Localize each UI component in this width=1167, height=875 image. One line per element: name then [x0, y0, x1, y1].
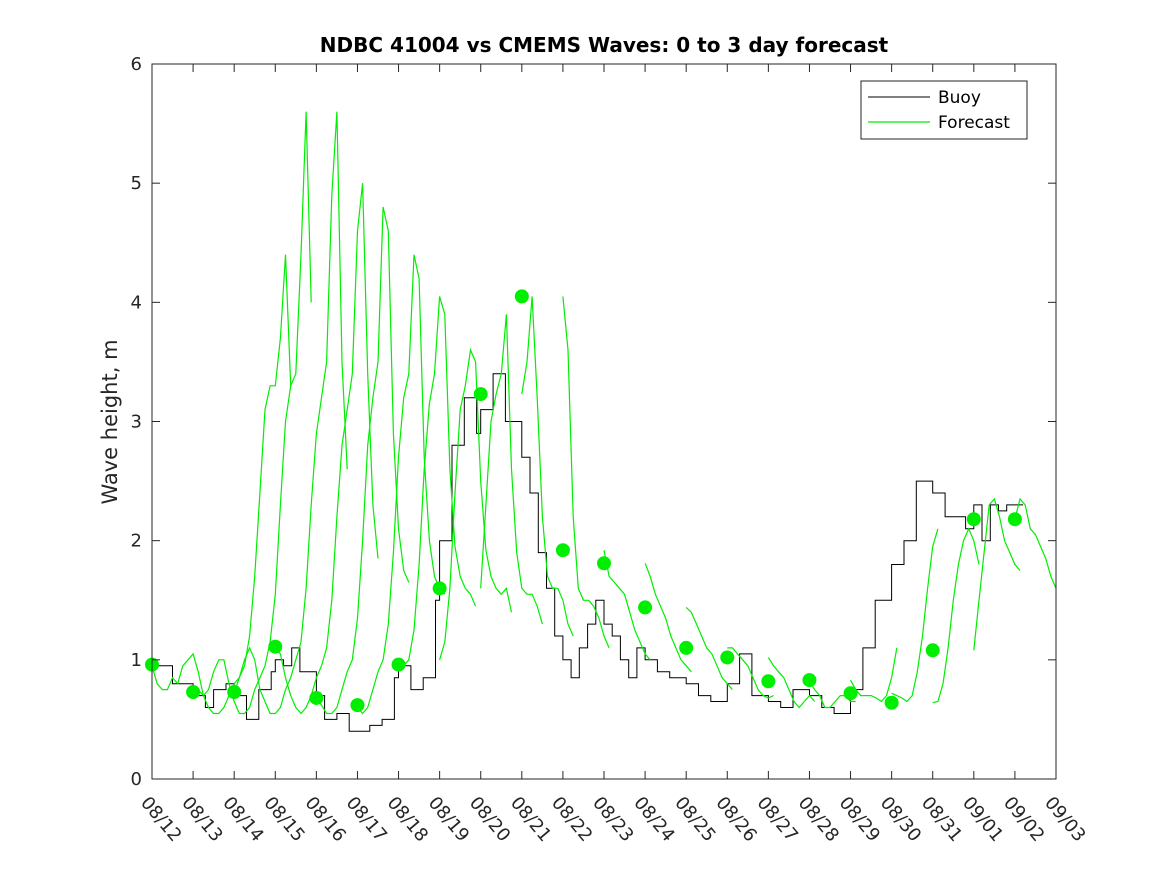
forecast-start-marker	[473, 387, 488, 402]
x-tick-label: 08/26	[711, 793, 760, 846]
x-tick-label: 08/25	[670, 793, 719, 846]
forecast-start-marker	[432, 581, 447, 596]
forecast-run-line	[685, 606, 733, 690]
forecast-start-marker	[761, 674, 776, 689]
forecast-run-line	[315, 206, 410, 715]
forecast-run-line	[562, 296, 610, 649]
forecast-run-line	[233, 111, 348, 715]
x-tick-label: 08/20	[465, 793, 514, 846]
forecast-run-line	[151, 254, 292, 715]
y-tick-label: 5	[131, 173, 142, 194]
forecast-start-marker	[638, 600, 653, 615]
forecast-start-marker	[802, 673, 817, 688]
forecast-run-line	[973, 497, 1021, 651]
x-tick-label: 08/31	[917, 793, 966, 846]
x-tick-label: 09/03	[1040, 793, 1089, 846]
forecast-run-line	[398, 296, 477, 667]
plot-frame	[151, 63, 1057, 780]
legend-forecast-label: Forecast	[938, 113, 1010, 133]
y-tick-label: 3	[131, 412, 142, 433]
x-tick-label: 08/19	[424, 793, 473, 846]
forecast-run-line	[357, 254, 446, 715]
forecast-start-marker	[350, 698, 365, 713]
x-tick-label: 09/01	[958, 793, 1007, 846]
x-tick-label: 08/16	[301, 793, 350, 846]
y-tick-label: 6	[131, 54, 142, 75]
legend-buoy-label: Buoy	[938, 88, 981, 108]
forecast-run-line	[932, 527, 980, 704]
forecast-start-marker	[227, 685, 242, 700]
x-tick-label: 08/14	[218, 793, 267, 846]
x-tick-label: 08/30	[876, 793, 925, 846]
x-tick-label: 08/22	[547, 793, 596, 846]
x-tick-label: 08/23	[588, 793, 637, 846]
x-tick-label: 08/17	[342, 793, 391, 846]
forecast-start-marker	[186, 685, 201, 700]
x-tick-label: 08/13	[177, 793, 226, 846]
forecast-start-marker	[720, 650, 735, 665]
y-tick-label: 4	[131, 292, 142, 313]
x-tick-label: 08/28	[794, 793, 843, 846]
y-axis-label: Wave height, m	[98, 339, 122, 504]
x-tick-label: 08/15	[259, 793, 308, 846]
chart-title: NDBC 41004 vs CMEMS Waves: 0 to 3 day fo…	[320, 33, 889, 57]
x-tick-label: 08/27	[753, 793, 802, 846]
y-tick-label: 2	[131, 531, 142, 552]
forecast-run-line	[849, 647, 898, 703]
legend: Buoy Forecast	[860, 80, 1028, 140]
forecast-run-line	[891, 528, 939, 703]
legend-box	[860, 80, 1028, 140]
forecast-start-marker	[268, 639, 283, 654]
x-tick-label: 08/21	[506, 793, 555, 846]
forecast-start-marker	[1007, 512, 1022, 527]
forecast-run-line	[480, 314, 543, 625]
x-tick-label: 08/12	[136, 793, 185, 846]
forecast-start-marker	[597, 556, 611, 571]
y-tick-label: 0	[131, 769, 142, 790]
forecast-run-line	[767, 657, 816, 709]
x-tick-label: 08/29	[835, 793, 884, 846]
forecast-start-marker	[925, 643, 940, 658]
series-layer	[145, 111, 1057, 732]
axis-layer: 012345608/1208/1308/1408/1508/1608/1708/…	[131, 54, 1090, 846]
forecast-start-marker	[843, 686, 858, 701]
forecast-start-marker	[966, 512, 981, 527]
forecast-run-line	[274, 183, 379, 715]
forecast-start-marker	[391, 657, 406, 672]
forecast-run-line	[727, 647, 774, 699]
forecast-start-marker	[309, 690, 324, 705]
forecast-run-line	[521, 296, 574, 637]
x-tick-label: 08/18	[383, 793, 432, 846]
forecast-start-marker	[514, 289, 529, 304]
buoy-line	[152, 373, 1024, 732]
forecast-run-line	[192, 111, 312, 715]
forecast-run-line	[439, 347, 513, 660]
forecast-run-line	[1014, 497, 1057, 589]
x-tick-label: 09/02	[999, 793, 1048, 846]
forecast-run-line	[644, 563, 692, 673]
y-tick-label: 1	[131, 650, 142, 671]
x-tick-label: 08/24	[629, 793, 678, 846]
forecast-start-marker	[884, 695, 899, 710]
forecast-start-marker	[679, 640, 694, 655]
forecast-start-marker	[555, 543, 570, 558]
forecast-run-line	[603, 550, 651, 661]
